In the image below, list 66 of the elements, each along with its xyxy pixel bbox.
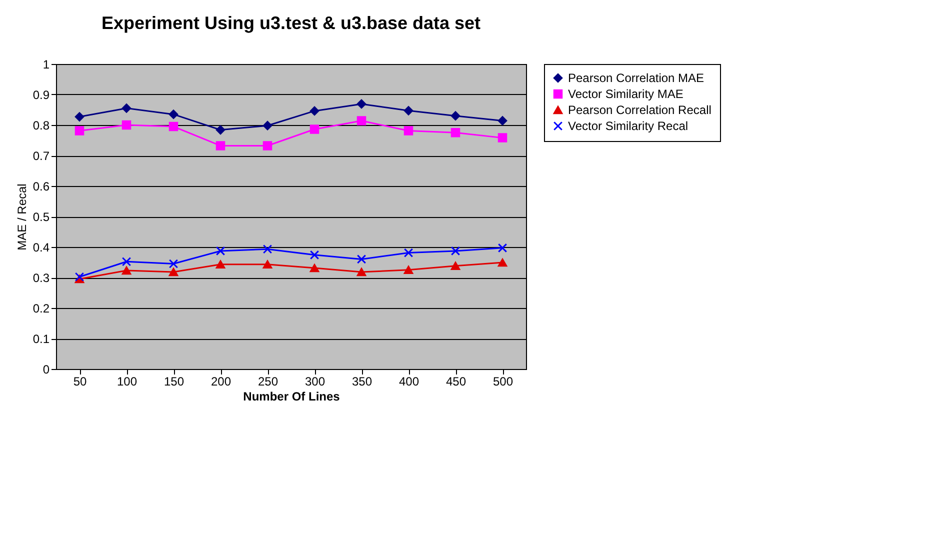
- point: [404, 248, 414, 258]
- point: [356, 116, 366, 126]
- x-tick-label: 300: [304, 374, 326, 388]
- point: [450, 111, 460, 120]
- point: [498, 116, 508, 126]
- x-tick-label: 450: [446, 374, 466, 388]
- point: [498, 258, 508, 267]
- y-tick-label: 0.6: [32, 180, 50, 194]
- point: [216, 246, 226, 256]
- point: [356, 99, 366, 109]
- point: [310, 250, 320, 260]
- point: [74, 126, 84, 136]
- x-tick-label: 50: [73, 374, 87, 388]
- y-tick-label: 0.3: [32, 271, 50, 285]
- point: [122, 266, 132, 275]
- point: [122, 120, 132, 130]
- x-axis-title: Number Of Lines: [243, 390, 340, 404]
- y-tick-label: 1: [42, 58, 50, 72]
- point: [498, 133, 508, 142]
- point: [216, 141, 226, 150]
- x-tick-label: 400: [398, 374, 420, 388]
- y-tick-label: 0: [42, 362, 50, 376]
- x-tick-label: 100: [116, 374, 138, 388]
- x-tick-label: 150: [164, 374, 184, 388]
- point: [122, 257, 132, 266]
- point: [356, 268, 366, 276]
- point: [310, 106, 320, 116]
- point: [262, 244, 272, 254]
- point: [450, 262, 460, 270]
- point: [310, 264, 320, 272]
- x-tick-label: 250: [258, 374, 278, 388]
- point: [404, 106, 414, 116]
- point: [498, 243, 508, 253]
- point: [216, 125, 226, 135]
- point: [404, 126, 414, 136]
- y-tick-label: 0.8: [32, 118, 50, 132]
- x-tick-label: 350: [352, 374, 372, 388]
- point: [450, 128, 460, 138]
- legend-label: Vector Similarity Recal: [568, 119, 688, 133]
- y-tick-label: 0.4: [32, 240, 50, 254]
- point: [168, 268, 178, 276]
- y-tick-label: 0.1: [32, 332, 50, 346]
- point: [216, 260, 226, 268]
- point: [168, 122, 178, 132]
- point: [168, 259, 178, 268]
- point: [262, 120, 272, 130]
- legend-label: Pearson Correlation Recall: [568, 103, 712, 117]
- y-tick-label: 0.9: [32, 88, 50, 102]
- legend-label: Pearson Correlation MAE: [568, 71, 704, 85]
- chart-title: Experiment Using u3.test & u3.base data set: [101, 13, 481, 33]
- y-axis-title: MAE / Recal: [14, 184, 29, 250]
- x-tick-label: 500: [492, 374, 514, 388]
- point: [310, 124, 320, 134]
- point: [356, 254, 366, 264]
- point: [262, 141, 272, 150]
- point: [262, 260, 272, 268]
- point: [168, 110, 178, 119]
- y-tick-label: 0.7: [32, 149, 50, 163]
- y-tick-label: 0.2: [32, 302, 50, 316]
- point: [404, 266, 414, 274]
- point: [74, 112, 84, 122]
- point: [450, 246, 460, 256]
- y-tick-label: 0.5: [32, 210, 50, 224]
- legend-label: Vector Similarity MAE: [568, 87, 684, 101]
- point: [122, 104, 132, 113]
- x-tick-label: 200: [210, 374, 232, 388]
